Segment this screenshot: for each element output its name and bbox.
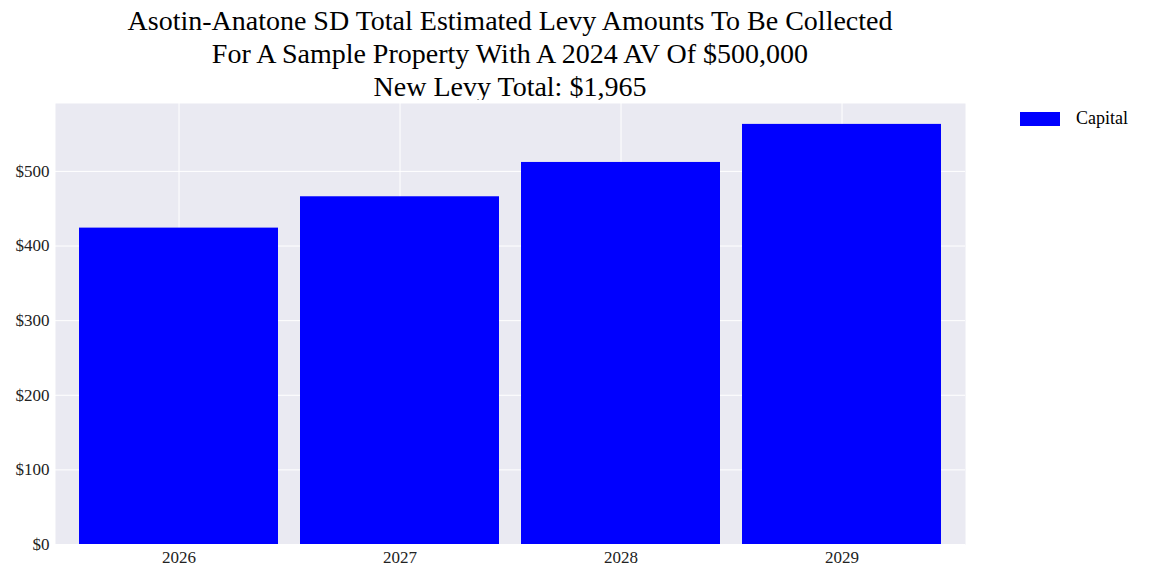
svg-text:$200: $200 — [16, 386, 50, 405]
svg-text:$100: $100 — [16, 460, 50, 479]
html-text:For A Sample Property With A 2: For A Sample Property With A 2024 AV Of … — [211, 38, 809, 69]
svg-text:$500: $500 — [16, 162, 50, 181]
html-text:New Levy Total: $1,965: New Levy Total: $1,965 — [373, 71, 647, 102]
svg-text:2028: 2028 — [604, 548, 638, 567]
html-text:Capital: Capital — [1076, 108, 1128, 128]
html-text:Asotin-Anatone SD Total Estima: Asotin-Anatone SD Total Estimated Levy A… — [127, 5, 893, 36]
svg-text:$400: $400 — [16, 236, 50, 255]
svg-text:2029: 2029 — [825, 548, 859, 567]
svg-text:2027: 2027 — [383, 548, 418, 567]
svg-text:$0: $0 — [33, 535, 50, 554]
svg-text:$300: $300 — [16, 311, 50, 330]
svg-text:2026: 2026 — [162, 548, 196, 567]
